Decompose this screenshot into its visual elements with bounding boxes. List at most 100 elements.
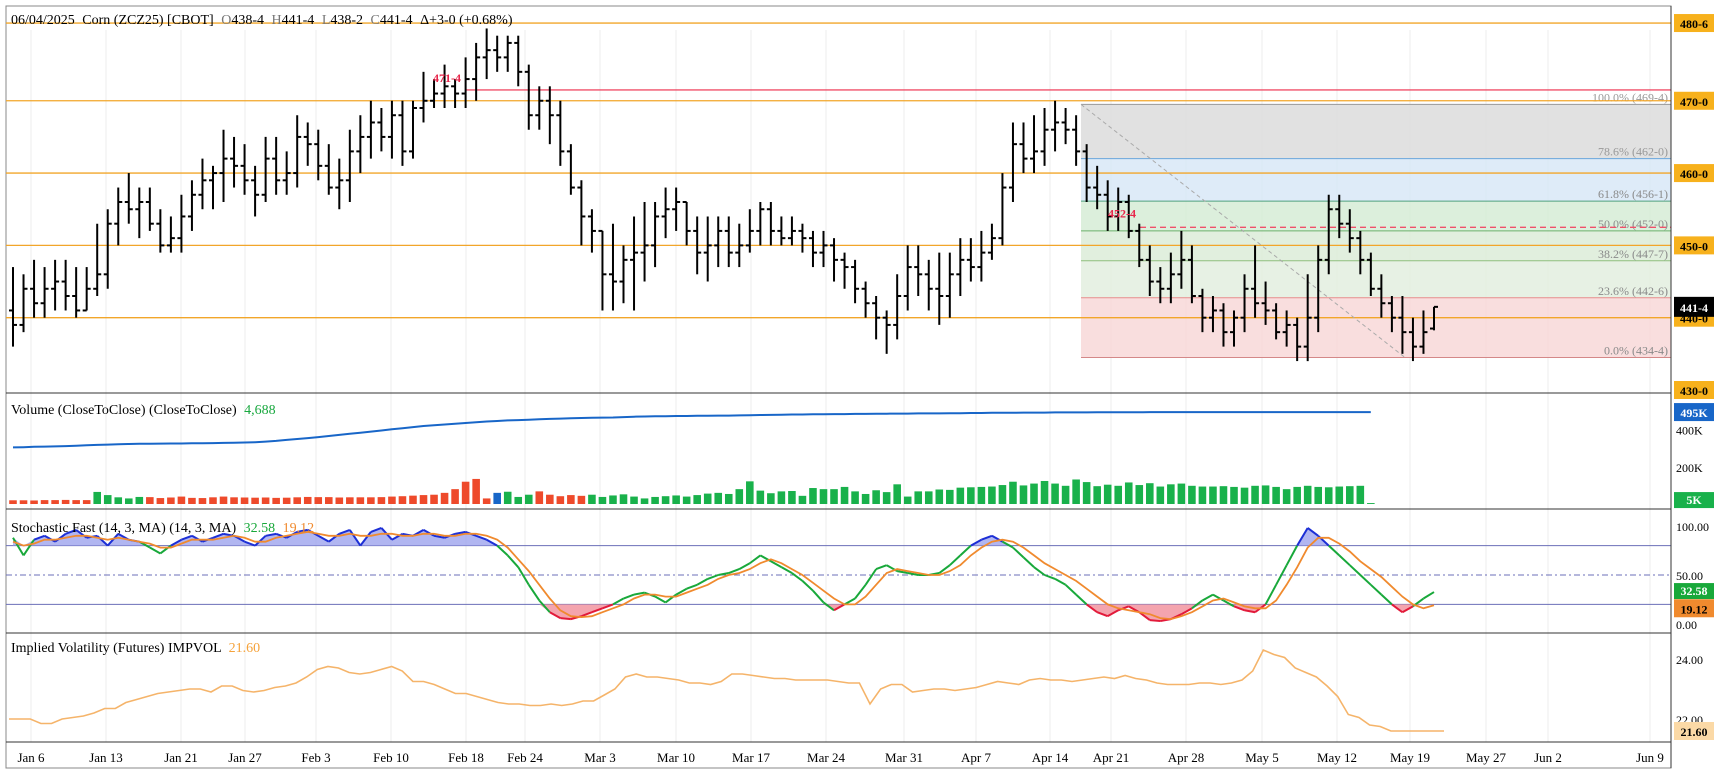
volume-title: Volume (CloseToClose) (CloseToClose) [11,403,237,418]
header-open-label: O [221,13,231,28]
stoch-k-segment [864,568,877,586]
volume-bar [430,494,438,504]
ohlc-bar [924,259,933,311]
volume-bar [1282,489,1291,504]
volume-bar [914,491,923,504]
ohlc-bar [1398,296,1407,354]
stoch-k-segment [1401,605,1414,614]
volume-panel-title: Volume (CloseToClose) (CloseToClose) 4,6… [11,403,276,418]
stoch-k-segment [297,528,308,533]
ohlc-bar [1251,245,1260,318]
header-change: Δ+3-0 (+0.68%) [420,13,513,28]
volume-bar [398,496,407,504]
volume-bar [1272,486,1280,504]
stoch-k-segment [780,566,793,574]
ohlc-bar [451,79,460,108]
ohlc-bar [1124,194,1133,239]
volume-bar [1030,483,1038,504]
stoch-k-segment [317,534,330,543]
stoch-k-segment [623,593,635,600]
stoch-k-segment [338,528,351,535]
stoch-k-segment [212,532,224,539]
stoch-k-segment [1096,611,1109,618]
ohlc-bar [966,238,975,282]
stoch-k-segment [654,595,667,604]
stoch-k-segment [517,566,530,586]
ohlc-bars [9,28,1438,362]
stoch-k-segment [1296,527,1309,547]
stoch-k-segment [370,527,382,533]
volume-bar [524,494,533,504]
volume-bar [872,490,880,504]
ohlc-bar [114,187,123,246]
ohlc-bar [1072,115,1081,166]
date-label: Jan 6 [17,750,45,765]
ohlc-bar [19,274,28,333]
ohlc-bar [651,202,660,268]
ohlc-bar [1019,122,1028,174]
volume-bar [609,495,617,504]
ohlc-bar [1093,165,1102,210]
volume-bar [967,487,975,504]
iv-panel-title: Implied Volatility (Futures) IMPVOL 21.6… [11,641,260,656]
ohlc-bar [1103,180,1112,231]
fib-label: 61.8% (456-1) [1598,187,1668,201]
volume-bar [114,497,123,504]
volume-bar [988,486,996,504]
ohlc-bar [156,209,165,253]
fib-zone [1081,104,1671,159]
ohlc-bar [208,165,217,210]
stoch-title: Stochastic Fast (14, 3, MA) (14, 3, MA) [11,521,236,536]
price-axis: 480-6470-0460-0450-0440-0430-0441-4400K2… [1674,14,1714,740]
stoch-d-value: 19.12 [283,521,315,536]
stoch-k-segment [718,572,729,576]
volume-bar [1177,483,1186,504]
stoch-k-segment [1222,599,1235,608]
price-axis-badge [1674,14,1714,33]
volume-bar [103,495,112,504]
volume-bar [598,496,607,504]
ohlc-bar [1324,194,1333,275]
last-price-label: 441-4 [1680,301,1708,315]
stoch-k-segment [749,554,761,565]
volume-value: 4,688 [244,403,276,418]
volume-badge-label: 5K [1686,493,1702,507]
stoch-axis-label: 0.00 [1676,618,1697,632]
volume-bar [767,493,775,504]
stoch-k-segment [560,617,571,621]
ohlc-bar [1030,115,1039,174]
stoch-k-segment [738,562,751,570]
ohlc-bar [82,267,91,312]
date-label: Apr 7 [961,750,991,765]
open-interest-line [12,411,1371,449]
date-label: Mar 10 [657,750,695,765]
volume-bar [1103,484,1112,504]
ohlc-bar [1198,288,1207,333]
price-axis-label: 480-6 [1680,17,1708,31]
stoch-d-path [12,530,1435,621]
volume-bar [1146,483,1154,504]
volume-bar [240,497,249,504]
stoch-k-segment [1233,605,1245,612]
ohlc-bar [1219,303,1228,347]
stoch-k-segment [1117,605,1130,612]
stoch-k-segment [54,533,67,543]
ohlc-bar [166,216,175,253]
ohlc-bar [661,187,670,239]
ohlc-bar [398,100,407,166]
volume-bar [1219,486,1228,504]
volume-bar [1114,485,1123,504]
ohlc-bar [798,223,807,253]
price-axis-label: 430-0 [1680,384,1708,398]
chart-header: 06/04/2025 Corn (ZCZ25) [CBOT] O438-4 H4… [11,13,513,28]
stoch-k-segment [538,599,551,613]
volume-bar [588,494,596,504]
ohlc-bar [882,310,891,354]
ohlc-bar [72,267,81,318]
stoch-axis-label: 100.00 [1676,520,1709,534]
stoch-k-segment [602,603,614,610]
volume-bar [1061,485,1070,504]
volume-bar [51,500,59,504]
volume-bar [1040,480,1049,504]
